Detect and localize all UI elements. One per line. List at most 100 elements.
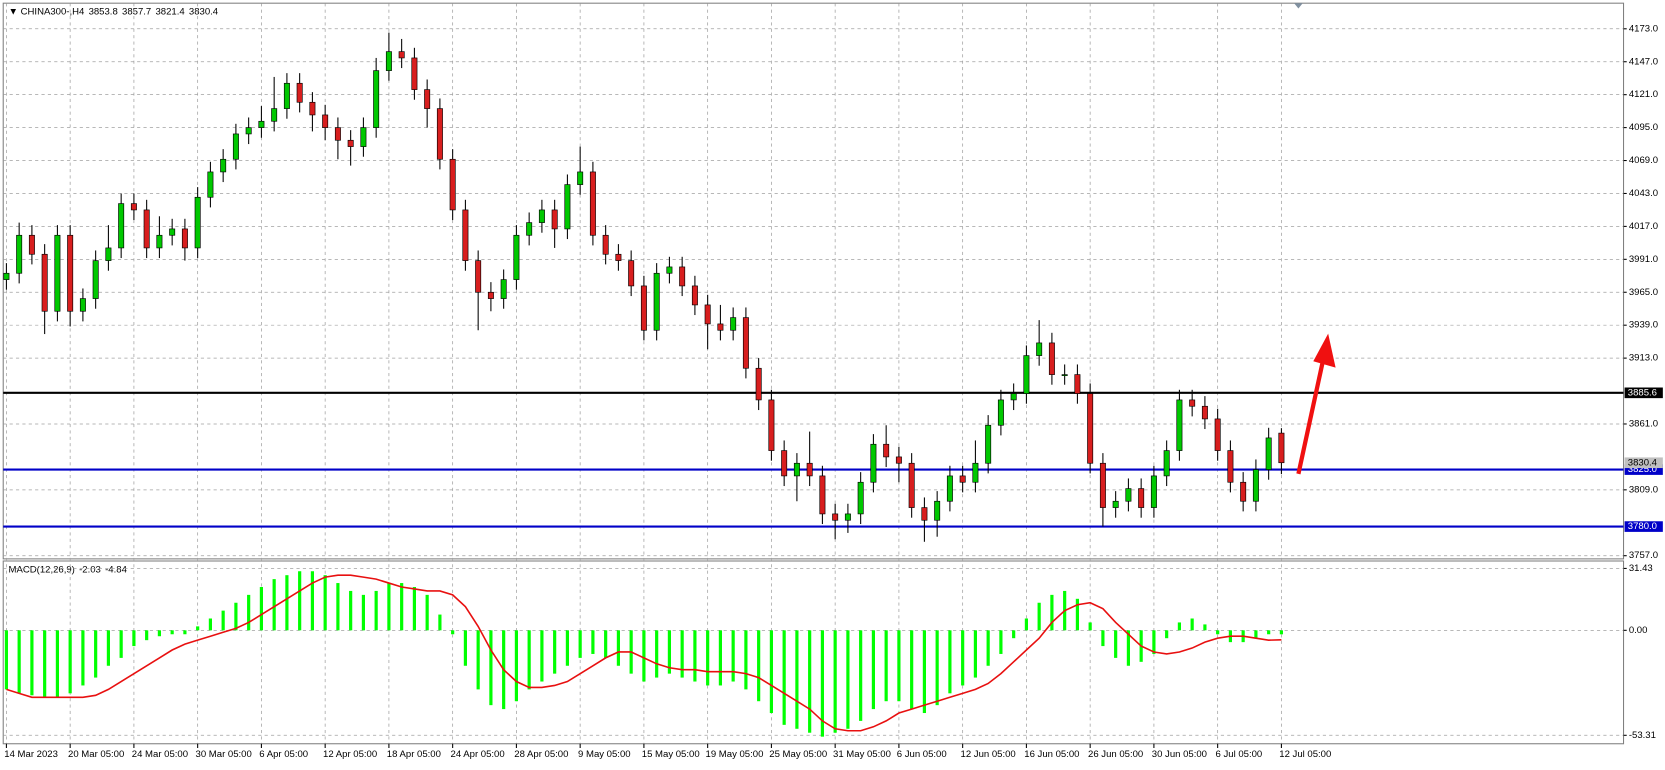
candle-body bbox=[322, 114, 329, 128]
y-tick-label: 0.00 bbox=[1629, 625, 1648, 636]
y-tick-label: 4173.0 bbox=[1629, 23, 1658, 34]
candle-body bbox=[870, 443, 877, 483]
macd-bar bbox=[1190, 618, 1194, 631]
macd-bar bbox=[247, 594, 251, 631]
header-low: 3821.4 bbox=[155, 6, 185, 17]
candle-body bbox=[500, 279, 507, 299]
candle-body bbox=[602, 234, 609, 255]
macd-bar bbox=[693, 630, 697, 682]
y-tick-label: 4095.0 bbox=[1629, 122, 1658, 133]
symbol-header: ▼ CHINA300-,H4 3853.8 3857.7 3821.4 3830.4 bbox=[9, 6, 219, 17]
macd-bar bbox=[782, 630, 786, 725]
candle-body bbox=[3, 272, 10, 280]
macd-bar bbox=[948, 630, 952, 694]
candle-body bbox=[615, 253, 622, 261]
candle-body bbox=[806, 462, 813, 477]
macd-bar bbox=[349, 590, 353, 631]
candle-body bbox=[526, 222, 533, 236]
arrow-shaft bbox=[1296, 360, 1325, 475]
candle-body bbox=[207, 171, 214, 198]
header-high: 3857.7 bbox=[122, 6, 151, 17]
candle-body bbox=[28, 234, 35, 255]
macd-bar bbox=[170, 630, 174, 635]
macd-bar bbox=[298, 571, 302, 631]
macd-bar bbox=[859, 630, 863, 721]
macd-bar bbox=[438, 614, 442, 631]
macd-bar bbox=[846, 630, 850, 729]
x-tick-label: 12 Apr 05:00 bbox=[323, 749, 377, 760]
x-tick-label: 30 Jun 05:00 bbox=[1152, 749, 1207, 760]
candle-body bbox=[1252, 469, 1259, 502]
candle-body bbox=[1189, 399, 1196, 407]
x-tick-label: 24 Mar 05:00 bbox=[132, 749, 188, 760]
candle-body bbox=[1048, 342, 1055, 375]
candle-body bbox=[985, 424, 992, 464]
macd-bar bbox=[604, 630, 608, 658]
candle-body bbox=[398, 51, 405, 59]
candle-body bbox=[1112, 500, 1119, 508]
macd-bar bbox=[94, 630, 98, 678]
candle-body bbox=[793, 462, 800, 477]
candle-body bbox=[666, 266, 673, 274]
y-tick-label: 3965.0 bbox=[1629, 287, 1658, 298]
candle-body bbox=[551, 209, 558, 230]
arrow-head bbox=[1313, 333, 1336, 368]
candle-body bbox=[997, 399, 1004, 426]
current-price-box bbox=[1624, 457, 1663, 469]
macd-bar bbox=[81, 630, 85, 686]
macd-bar bbox=[667, 630, 671, 674]
macd-bar bbox=[553, 630, 557, 674]
main-panel-frame bbox=[2, 2, 1625, 560]
macd-bar bbox=[106, 630, 110, 666]
macd-bar bbox=[374, 590, 378, 631]
macd-bar bbox=[323, 575, 327, 631]
y-tick-label: 4121.0 bbox=[1629, 89, 1658, 100]
macd-bar bbox=[922, 630, 926, 714]
level-label: 3885.6 bbox=[1628, 387, 1657, 398]
macd-bar bbox=[30, 630, 34, 696]
candle-body bbox=[1201, 405, 1208, 420]
candle-body bbox=[1036, 342, 1043, 356]
macd-bar bbox=[1101, 630, 1105, 647]
candle-body bbox=[895, 456, 902, 464]
candle-body bbox=[1087, 393, 1094, 464]
candle-body bbox=[730, 317, 737, 331]
candle-body bbox=[258, 120, 265, 128]
macd-bar bbox=[1012, 630, 1016, 639]
macd-bar bbox=[820, 630, 824, 737]
x-tick-label: 24 Apr 05:00 bbox=[451, 749, 505, 760]
macd-bar bbox=[591, 630, 595, 654]
macd-bar bbox=[986, 630, 990, 666]
candle-body bbox=[156, 234, 163, 249]
x-tick-label: 6 Apr 05:00 bbox=[259, 749, 308, 760]
candle-body bbox=[487, 291, 494, 299]
y-tick-label: 3913.0 bbox=[1629, 353, 1658, 364]
macd-value: -2.03 bbox=[79, 564, 101, 575]
candle-body bbox=[1099, 462, 1106, 508]
x-tick-label: 25 May 05:00 bbox=[769, 749, 827, 760]
macd-bar bbox=[897, 630, 901, 702]
candle-body bbox=[742, 317, 749, 369]
y-tick-label: 4069.0 bbox=[1629, 155, 1658, 166]
macd-bar bbox=[757, 630, 761, 702]
macd-bar bbox=[1114, 630, 1118, 658]
y-tick-label: 3991.0 bbox=[1629, 254, 1658, 265]
candle-body bbox=[181, 228, 188, 249]
candle-body bbox=[691, 285, 698, 306]
macd-bar bbox=[1254, 630, 1258, 639]
x-tick-label: 12 Jun 05:00 bbox=[961, 749, 1016, 760]
macd-bar bbox=[999, 630, 1003, 654]
macd-bar bbox=[808, 630, 812, 733]
macd-bar bbox=[795, 630, 799, 729]
macd-bar bbox=[55, 630, 59, 698]
macd-bar bbox=[1024, 618, 1028, 631]
macd-bar bbox=[68, 630, 72, 694]
level-label: 3780.0 bbox=[1628, 521, 1657, 532]
macd-bar bbox=[833, 630, 837, 733]
candle-body bbox=[1176, 399, 1183, 451]
candle-body bbox=[1023, 355, 1030, 394]
macd-bar bbox=[961, 630, 965, 686]
macd-bar bbox=[884, 630, 888, 702]
